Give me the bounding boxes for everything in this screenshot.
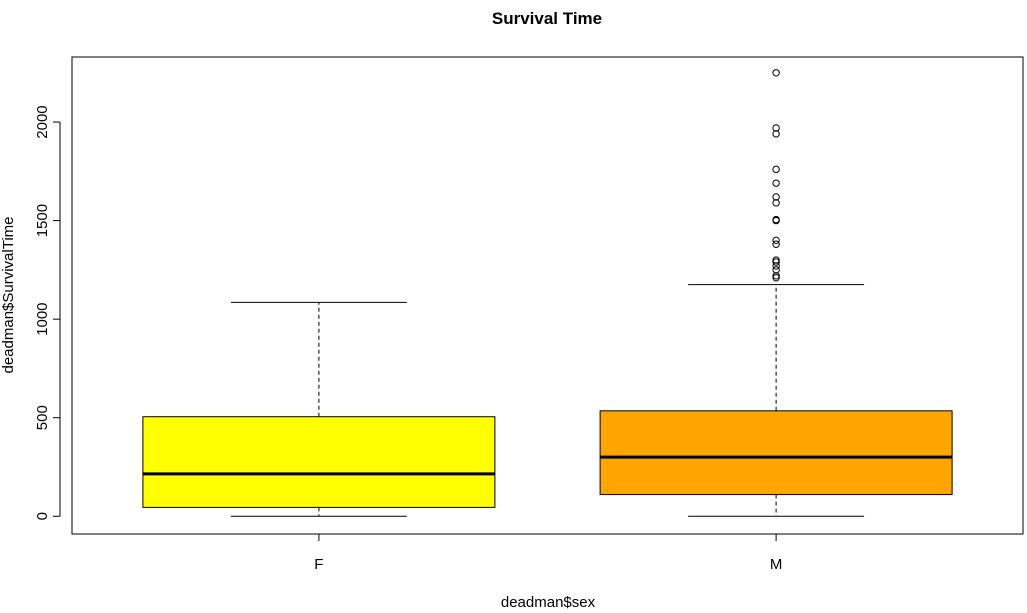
y-axis: 0 500 1000 1500 2000 <box>34 105 61 520</box>
x-tick-label: F <box>314 556 323 573</box>
iqr-box <box>599 410 953 496</box>
outlier-point <box>772 236 780 245</box>
x-tick-label: M <box>770 556 783 573</box>
box-F <box>142 301 496 517</box>
outlier-point <box>772 215 780 224</box>
iqr-box <box>142 416 496 508</box>
outlier-point <box>772 258 780 266</box>
outlier-point <box>772 124 780 132</box>
y-tick-label: 1500 <box>34 204 51 237</box>
outlier-point <box>772 179 780 187</box>
x-axis-label: deadman$sex <box>501 594 596 611</box>
y-tick-label: 2000 <box>34 105 51 138</box>
box-M <box>599 69 953 517</box>
y-tick-label: 500 <box>34 405 51 430</box>
chart-title: Survival Time <box>492 9 602 28</box>
outlier-point <box>772 69 780 77</box>
outlier-point <box>772 193 780 201</box>
y-tick-label: 0 <box>34 512 51 520</box>
outlier-point <box>772 165 780 174</box>
outlier-point <box>772 266 780 274</box>
outlier-point <box>772 274 780 282</box>
y-axis-label: deadman$SurvivalTime <box>0 216 17 373</box>
y-tick-label: 1000 <box>34 302 51 335</box>
outlier-point <box>772 256 780 264</box>
outlier-point <box>772 240 780 248</box>
boxes-layer <box>142 69 953 517</box>
